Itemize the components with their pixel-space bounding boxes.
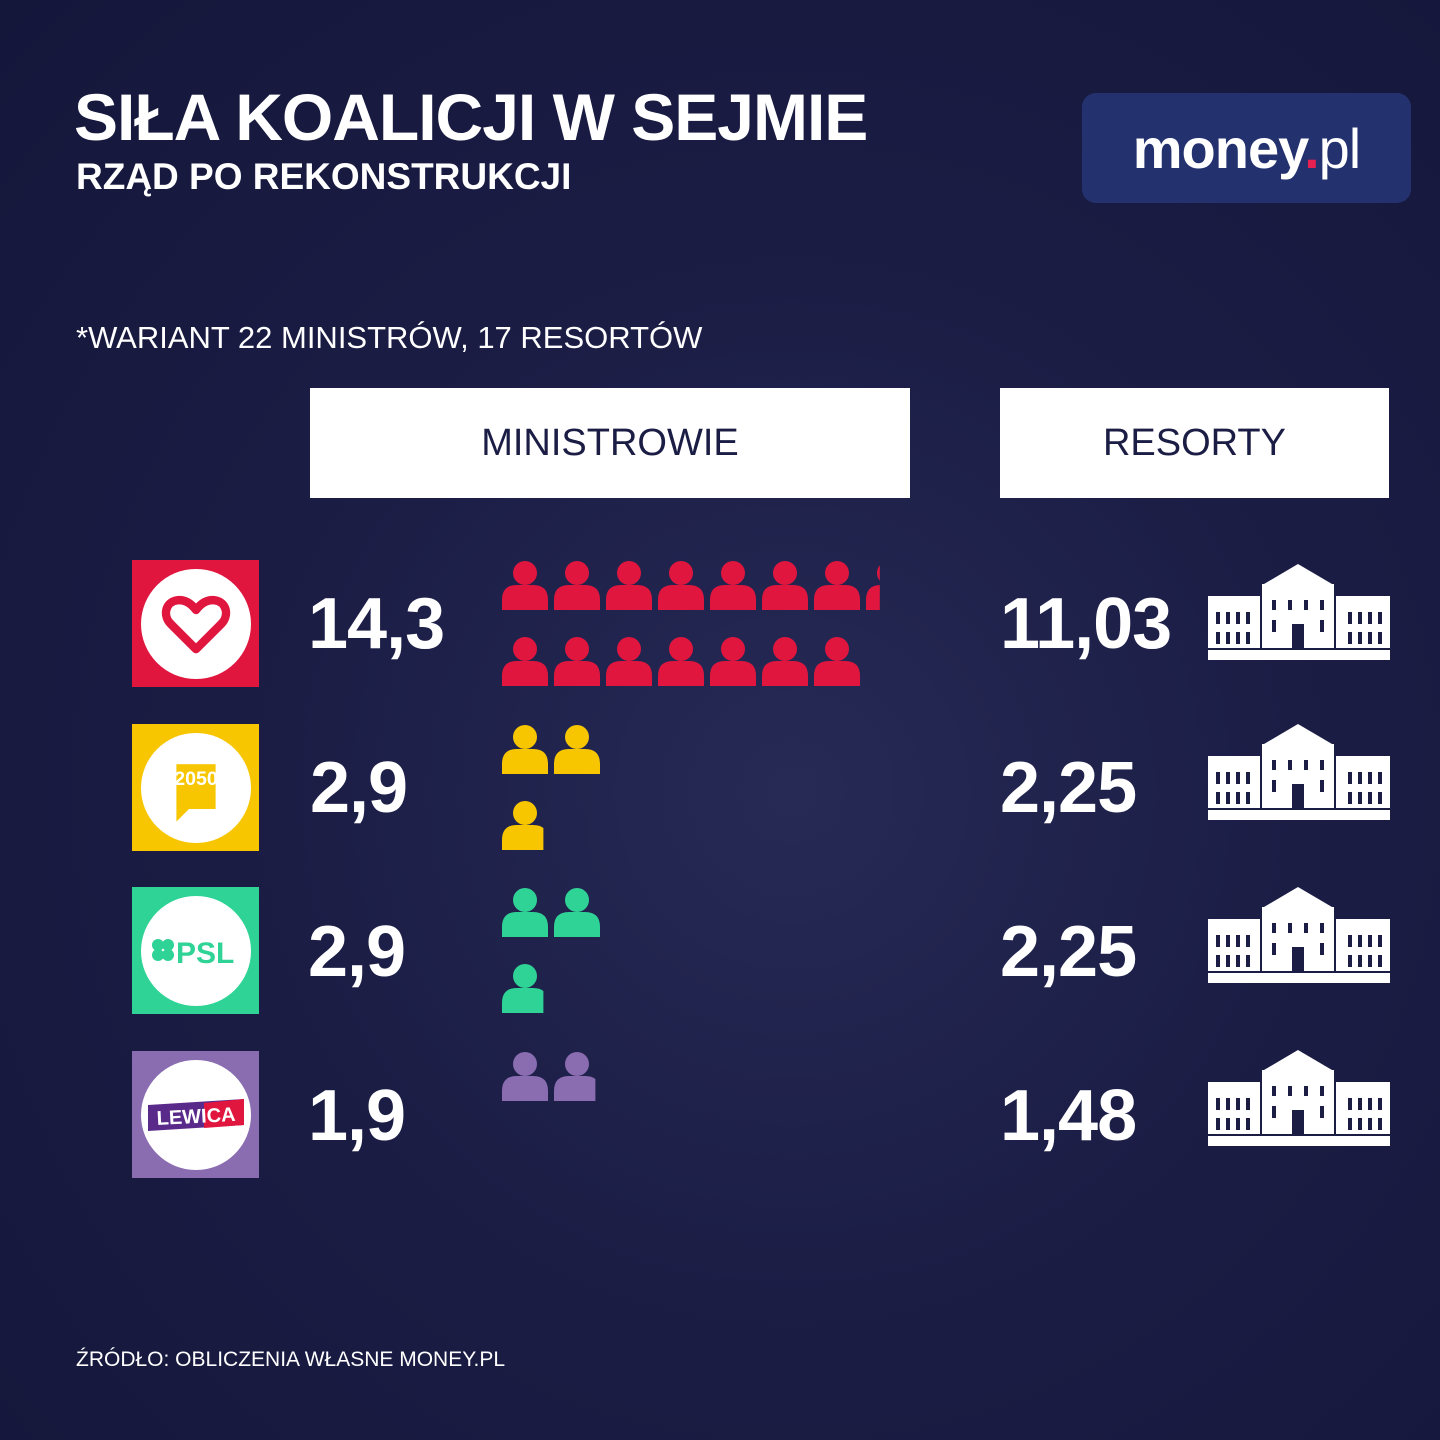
departments-value-psl: 2,25	[1000, 912, 1137, 992]
person-icon	[762, 561, 808, 610]
person-icon	[502, 1052, 548, 1101]
person-icon	[606, 561, 652, 610]
person-icon	[710, 637, 756, 686]
person-icon	[606, 637, 652, 686]
person-icon	[554, 637, 600, 686]
person-icon	[502, 801, 544, 850]
departments-value-2050: 2,25	[1000, 748, 1137, 828]
party-logo-psl: PSL	[132, 887, 259, 1014]
person-icon	[554, 888, 600, 937]
person-icon	[658, 637, 704, 686]
party-logo-ko	[132, 560, 259, 687]
heart-icon	[161, 595, 230, 653]
person-icon	[814, 637, 860, 686]
ministers-value-lewica: 1,9	[308, 1076, 406, 1156]
lewica-logo-text: LEWICA	[156, 1103, 236, 1129]
brand-logo-dot: .	[1304, 116, 1320, 180]
person-icon	[502, 725, 548, 774]
page-subtitle: RZĄD PO REKONSTRUKCJI	[76, 156, 572, 197]
building-icon	[1208, 887, 1390, 983]
departments-value-lewica: 1,48	[1000, 1076, 1137, 1156]
page-title: SIŁA KOALICJI W SEJMIE	[74, 80, 868, 154]
party-logo-2050: 2050	[132, 724, 259, 851]
clover-icon: PSL	[151, 937, 234, 970]
person-icon	[658, 561, 704, 610]
party-logo-lewica: LEWICA	[132, 1051, 259, 1178]
person-icon	[554, 1052, 596, 1101]
polska-2050-icon: 2050	[174, 763, 218, 822]
brand-logo-text: money.pl	[1133, 116, 1361, 181]
ministers-value-ko: 14,3	[308, 584, 445, 664]
ministers-column-header: MINISTROWIE	[310, 388, 910, 498]
variant-note: *WARIANT 22 MINISTRÓW, 17 RESORTÓW	[76, 320, 703, 355]
building-icon	[1208, 564, 1390, 660]
logo-2050-top: 2050	[174, 768, 218, 790]
person-icon	[502, 637, 548, 686]
lewica-icon: LEWICA	[147, 1098, 244, 1131]
party-logo-circle: 2050	[140, 732, 251, 843]
person-icon	[554, 725, 600, 774]
building-icon	[1208, 1050, 1390, 1146]
brand-logo-main: money	[1132, 116, 1305, 180]
person-icon	[814, 561, 860, 610]
person-icon	[502, 964, 544, 1013]
ministers-value-psl: 2,9	[308, 912, 406, 992]
brand-logo[interactable]: money.pl	[1082, 93, 1411, 203]
person-icon	[502, 888, 548, 937]
party-logo-circle: PSL	[140, 895, 251, 1006]
psl-logo-text: PSL	[176, 937, 234, 970]
person-icon	[762, 637, 808, 686]
source-note: ŹRÓDŁO: OBLICZENIA WŁASNE MONEY.PL	[76, 1348, 506, 1371]
brand-logo-tld: pl	[1318, 116, 1362, 180]
departments-column-header: RESORTY	[1000, 388, 1389, 498]
person-icon	[554, 561, 600, 610]
person-icon	[710, 561, 756, 610]
ministers-value-2050: 2,9	[310, 748, 408, 828]
building-icon	[1208, 724, 1390, 820]
person-icon	[502, 561, 548, 610]
party-logo-circle: LEWICA	[140, 1059, 251, 1170]
departments-value-ko: 11,03	[1000, 584, 1172, 664]
party-logo-circle	[140, 568, 251, 679]
person-icon	[866, 565, 880, 610]
